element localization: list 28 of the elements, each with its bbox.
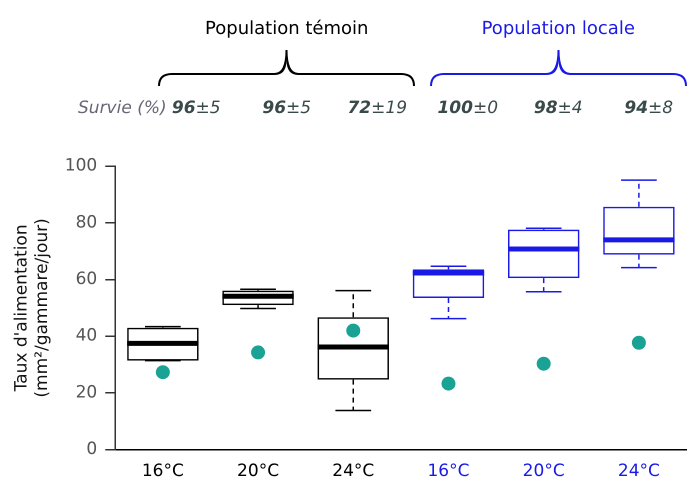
x-tick-label: 16°C — [427, 461, 470, 482]
x-tick-label: 16°C — [142, 461, 184, 482]
text: 100±0 — [436, 98, 500, 118]
text: Population témoin — [204, 18, 370, 39]
y-tick-label: 60 — [76, 268, 98, 289]
text: 98±4 — [532, 98, 584, 118]
point — [156, 365, 170, 380]
y-tick-label: 40 — [76, 326, 98, 346]
text: 96±5 — [172, 98, 221, 118]
y-tick-label: 0 — [86, 439, 98, 460]
x-tick-label: 24°C — [332, 461, 374, 482]
point — [346, 324, 360, 338]
text: Population locale — [480, 18, 636, 39]
y-tick-label: 80 — [76, 212, 98, 232]
y-axis-title: Taux d'alimentation (mm²/gammare/jour) — [12, 218, 52, 398]
y-tick-label: 100 — [64, 156, 98, 176]
point — [441, 376, 456, 391]
x-tick-label: 24°C — [618, 461, 660, 482]
text: 96±5 — [261, 98, 312, 118]
x-tick-label: 20°C — [522, 461, 565, 482]
point — [536, 356, 551, 371]
point — [251, 345, 266, 360]
x-tick-label: 20°C — [237, 461, 280, 482]
text: Survie (%) — [78, 98, 167, 118]
y-tick-label: 20 — [76, 382, 98, 402]
text: 72±19 — [346, 98, 408, 118]
point — [632, 336, 646, 350]
text: 94±8 — [623, 98, 674, 118]
